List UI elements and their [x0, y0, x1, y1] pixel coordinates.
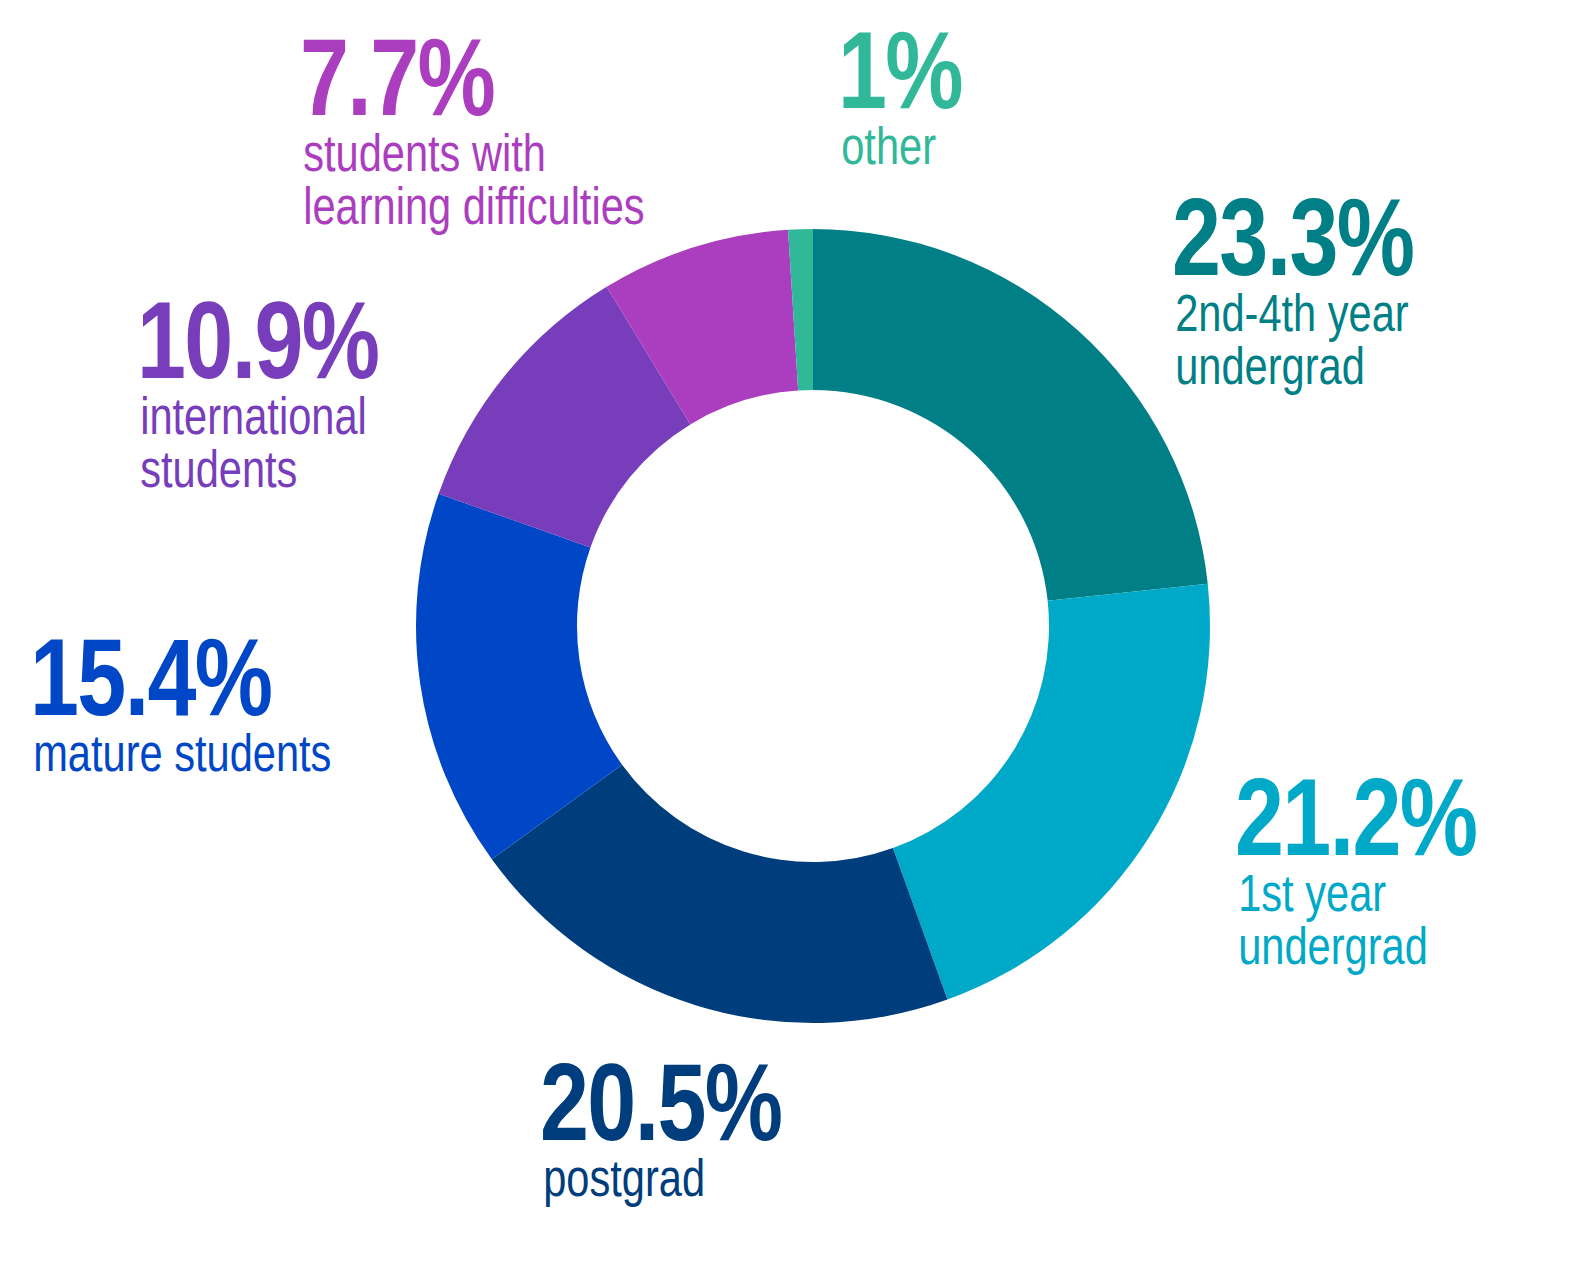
donut-slice [788, 229, 813, 390]
label-block: 1%other [838, 9, 962, 175]
category-label-line: students with [303, 124, 546, 183]
label-block: 23.3%2nd-4th yearundergrad [1172, 176, 1413, 395]
category-label-line: international [140, 387, 367, 446]
category-label: 2nd-4th yearundergrad [1175, 284, 1409, 396]
donut-slice [813, 229, 1208, 601]
chart-container: 23.3%2nd-4th yearundergrad21.2%1st yearu… [0, 0, 1586, 1262]
category-label-line: undergrad [1238, 917, 1428, 976]
category-label: postgrad [543, 1149, 705, 1208]
label-block: 7.7%students withlearning difficulties [300, 16, 645, 235]
category-label-line: 1st year [1238, 864, 1386, 923]
labels: 23.3%2nd-4th yearundergrad21.2%1st yearu… [30, 9, 1476, 1207]
category-label-line: learning difficulties [303, 177, 644, 236]
donut-slice [607, 230, 799, 425]
chart-svg: 23.3%2nd-4th yearundergrad21.2%1st yearu… [0, 0, 1586, 1262]
donut [416, 229, 1210, 1023]
category-label-line: postgrad [543, 1149, 705, 1208]
value-label: 21.2% [1235, 756, 1476, 879]
value-label: 20.5% [540, 1041, 781, 1164]
label-block: 20.5%postgrad [540, 1041, 781, 1207]
value-label: 7.7% [300, 16, 494, 139]
category-label: internationalstudents [140, 387, 367, 499]
category-label: 1st yearundergrad [1238, 864, 1428, 976]
value-label: 1% [838, 9, 962, 132]
label-block: 10.9%internationalstudents [137, 279, 378, 498]
donut-slice [893, 584, 1210, 1000]
category-label: students withlearning difficulties [303, 124, 644, 236]
value-label: 10.9% [137, 279, 378, 402]
category-label-line: mature students [33, 724, 331, 783]
donut-slice [416, 494, 622, 859]
label-block: 15.4%mature students [30, 616, 331, 782]
value-label: 23.3% [1172, 176, 1413, 299]
label-block: 21.2%1st yearundergrad [1235, 756, 1476, 975]
category-label-line: students [140, 440, 297, 499]
category-label-line: undergrad [1175, 337, 1365, 396]
category-label: other [841, 117, 936, 176]
category-label-line: other [841, 117, 936, 176]
value-label: 15.4% [30, 616, 271, 739]
category-label: mature students [33, 724, 331, 783]
category-label-line: 2nd-4th year [1175, 284, 1409, 343]
